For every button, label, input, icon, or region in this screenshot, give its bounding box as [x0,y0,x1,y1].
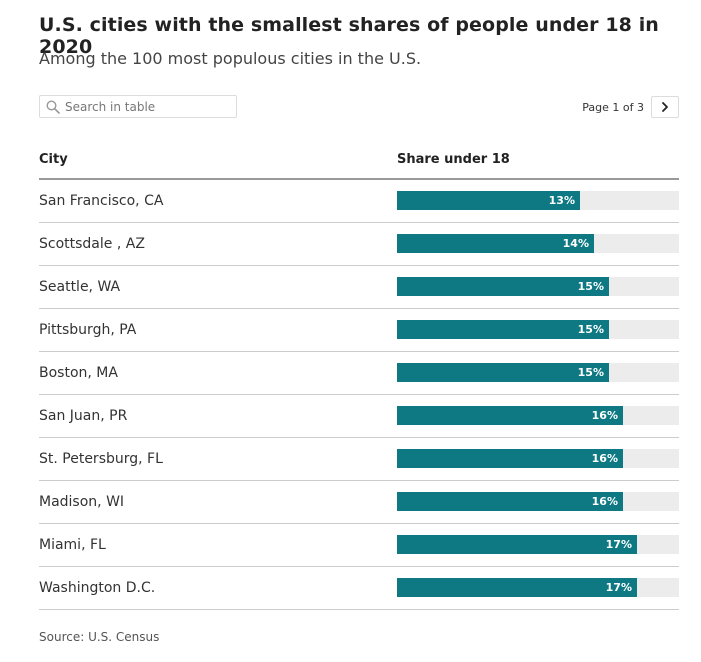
share-value-label: 17% [605,581,632,594]
share-bar [397,191,580,210]
city-cell: Washington D.C. [39,580,156,596]
share-value-label: 16% [591,409,618,422]
table-body: San Francisco, CA 13% Scottsdale , AZ 14% Se… [39,180,679,610]
table-row: Scottsdale , AZ 14% [39,223,679,266]
search-icon [46,99,60,114]
city-cell: Scottsdale , AZ [39,236,145,252]
city-cell: Pittsburgh, PA [39,322,137,338]
bar-track: 14% [397,234,679,253]
city-cell: San Francisco, CA [39,193,164,209]
share-value-label: 15% [577,280,604,293]
table-row: San Francisco, CA 13% [39,180,679,223]
table-row: Seattle, WA 15% [39,266,679,309]
city-cell: Madison, WI [39,494,125,510]
chart-subtitle: Among the 100 most populous cities in th… [39,49,422,68]
share-bar [397,535,637,554]
city-cell: San Juan, PR [39,408,128,424]
source-note: Source: U.S. Census [39,630,160,644]
share-bar [397,363,609,382]
bar-track: 15% [397,320,679,339]
column-header-city[interactable]: City [39,152,68,167]
share-bar [397,320,609,339]
share-value-label: 13% [548,194,575,207]
bar-track: 15% [397,277,679,296]
city-cell: Seattle, WA [39,279,121,295]
city-cell: St. Petersburg, FL [39,451,163,467]
bar-track: 17% [397,578,679,597]
city-cell: Miami, FL [39,537,106,553]
table-row: Madison, WI 16% [39,481,679,524]
share-value-label: 15% [577,366,604,379]
header-divider [39,178,679,180]
table-row: San Juan, PR 16% [39,395,679,438]
bar-track: 16% [397,449,679,468]
share-value-label: 14% [562,237,589,250]
city-cell: Boston, MA [39,365,118,381]
table-row: St. Petersburg, FL 16% [39,438,679,481]
share-value-label: 16% [591,452,618,465]
pagination: Page 1 of 3 [582,95,679,119]
table-row: Boston, MA 15% [39,352,679,395]
next-page-button[interactable] [651,96,679,118]
bar-track: 17% [397,535,679,554]
share-bar [397,234,594,253]
search-box[interactable] [39,95,237,118]
bar-track: 15% [397,363,679,382]
share-value-label: 15% [577,323,604,336]
table-row: Miami, FL 17% [39,524,679,567]
share-bar [397,449,623,468]
table-row: Washington D.C. 17% [39,567,679,610]
chart-title: U.S. cities with the smallest shares of … [39,14,659,58]
bar-track: 16% [397,406,679,425]
share-bar [397,277,609,296]
share-value-label: 16% [591,495,618,508]
column-header-share[interactable]: Share under 18 [397,152,510,167]
share-value-label: 17% [605,538,632,551]
table-row: Pittsburgh, PA 15% [39,309,679,352]
share-bar [397,492,623,511]
share-bar [397,406,623,425]
bar-track: 13% [397,191,679,210]
bar-track: 16% [397,492,679,511]
search-input[interactable] [60,96,225,117]
page-indicator: Page 1 of 3 [582,100,644,114]
chevron-right-icon [662,102,668,112]
share-bar [397,578,637,597]
